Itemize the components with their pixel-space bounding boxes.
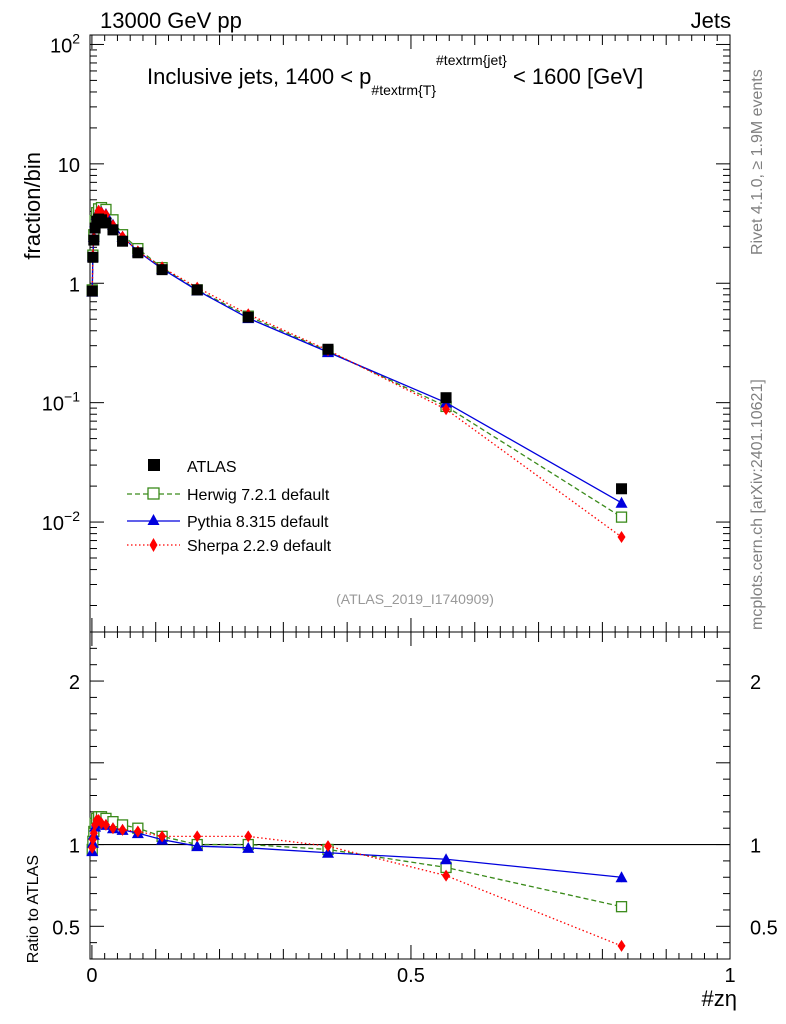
- legend-label-herwig: Herwig 7.2.1 default: [187, 487, 330, 504]
- ratio-y-label: Ratio to ATLAS: [25, 855, 42, 963]
- data-point-atlas: [86, 285, 98, 297]
- ratio-axis-ticks: 2 2 1 1 0.5 0.5 0 0.5 1: [52, 632, 778, 987]
- x-axis-label: #zη: [702, 986, 737, 1011]
- tick-exponent: −2: [64, 508, 80, 524]
- data-point-herwig: [615, 901, 628, 913]
- main-y-tick-label: 10: [58, 155, 80, 177]
- data-point-atlas: [87, 251, 99, 263]
- ratio-series-group: [86, 811, 628, 952]
- legend-label-sherpa: Sherpa 2.2.9 default: [187, 538, 332, 555]
- data-point-sherpa: [101, 818, 110, 831]
- legend-marker-atlas: [148, 459, 160, 471]
- legend-marker-sherpa: [149, 538, 158, 552]
- data-point-sherpa: [442, 869, 451, 882]
- analysis-id-label: (ATLAS_2019_I1740909): [336, 591, 494, 607]
- tick-exponent: −1: [64, 389, 80, 405]
- data-point-pythia: [440, 853, 453, 865]
- data-point-pythia: [191, 840, 204, 852]
- data-point-atlas: [242, 311, 254, 323]
- data-point-atlas: [117, 235, 129, 247]
- legend: ATLAS Herwig 7.2.1 default Pythia 8.315 …: [127, 459, 332, 555]
- ratio-line-herwig: [91, 816, 622, 908]
- data-point-atlas: [107, 224, 119, 236]
- legend-label-atlas: ATLAS: [187, 459, 237, 476]
- data-point-atlas: [440, 392, 452, 404]
- data-point-sherpa: [244, 830, 253, 843]
- x-tick-label: 1: [724, 965, 735, 987]
- ratio-y-tick-label: 1: [69, 836, 80, 858]
- main-plot-frame: [89, 34, 731, 633]
- ratio-y-tick-label-right: 1: [750, 836, 761, 858]
- title-prefix: Inclusive jets, 1400 < p: [147, 64, 371, 89]
- main-series-group: [86, 201, 628, 543]
- data-point-sherpa: [158, 830, 167, 843]
- data-point-sherpa: [324, 840, 333, 853]
- data-point-herwig: [615, 511, 628, 523]
- ratio-y-tick-label: 2: [69, 672, 80, 694]
- ratio-y-tick-label-right: 0.5: [750, 917, 778, 939]
- data-point-pythia: [242, 841, 255, 853]
- ratio-y-tick-label-right: 2: [750, 672, 761, 694]
- title-superscript: #textrm{jet}: [436, 52, 507, 68]
- tick-base: 10: [50, 35, 72, 57]
- main-y-tick-label: 1: [69, 274, 80, 296]
- data-point-sherpa: [88, 841, 97, 854]
- main-y-label: fraction/bin: [20, 152, 45, 260]
- data-point-sherpa: [133, 825, 142, 838]
- data-point-sherpa: [617, 530, 626, 543]
- header-energy: 13000 GeV pp: [100, 8, 242, 33]
- ratio-y-tick-label: 0.5: [52, 917, 80, 939]
- data-point-sherpa: [89, 827, 98, 840]
- data-point-sherpa: [118, 823, 127, 836]
- tick-base: 10: [42, 513, 64, 535]
- data-point-atlas: [89, 222, 101, 234]
- data-point-sherpa: [108, 822, 117, 835]
- data-point-atlas: [100, 217, 112, 229]
- chart-title: Inclusive jets, 1400 < p#textrm{T}#textr…: [147, 52, 643, 98]
- legend-label-pythia: Pythia 8.315 default: [187, 514, 329, 531]
- data-point-pythia: [615, 496, 628, 508]
- data-point-atlas: [616, 483, 628, 495]
- data-point-sherpa: [617, 939, 626, 952]
- data-point-pythia: [615, 871, 628, 883]
- tick-base: 10: [58, 155, 80, 177]
- ratio-line-pythia: [91, 821, 622, 878]
- series-line-sherpa: [91, 209, 622, 538]
- data-point-atlas: [191, 284, 203, 296]
- ratio-line-sherpa: [91, 819, 622, 947]
- header-jets: Jets: [691, 8, 731, 33]
- main-y-tick-label: 10−2: [42, 508, 80, 535]
- series-line-pythia: [91, 209, 622, 504]
- tick-exponent: 2: [72, 30, 80, 46]
- tick-base: 1: [69, 274, 80, 296]
- title-suffix: < 1600 [GeV]: [507, 64, 643, 89]
- main-y-tick-label: 102: [50, 30, 80, 57]
- legend-marker-pythia: [147, 514, 160, 525]
- main-y-tick-label: 10−1: [42, 389, 80, 416]
- x-tick-label: 0: [86, 965, 97, 987]
- data-point-atlas: [156, 264, 168, 276]
- x-tick-label: 0.5: [397, 965, 425, 987]
- ratio-plot-frame: [89, 631, 731, 960]
- data-point-sherpa: [193, 830, 202, 843]
- series-line-herwig: [91, 206, 622, 518]
- data-point-atlas: [322, 343, 334, 355]
- data-point-pythia: [322, 846, 335, 858]
- rivet-version-label: Rivet 4.1.0, ≥ 1.9M events: [749, 69, 766, 255]
- tick-base: 10: [42, 394, 64, 416]
- data-point-sherpa: [442, 403, 451, 416]
- title-subscript: #textrm{T}: [371, 82, 436, 98]
- data-point-atlas: [132, 247, 144, 259]
- mcplots-label: mcplots.cern.ch [arXiv:2401.10621]: [749, 379, 766, 630]
- data-point-atlas: [88, 234, 100, 246]
- legend-marker-herwig: [147, 487, 160, 500]
